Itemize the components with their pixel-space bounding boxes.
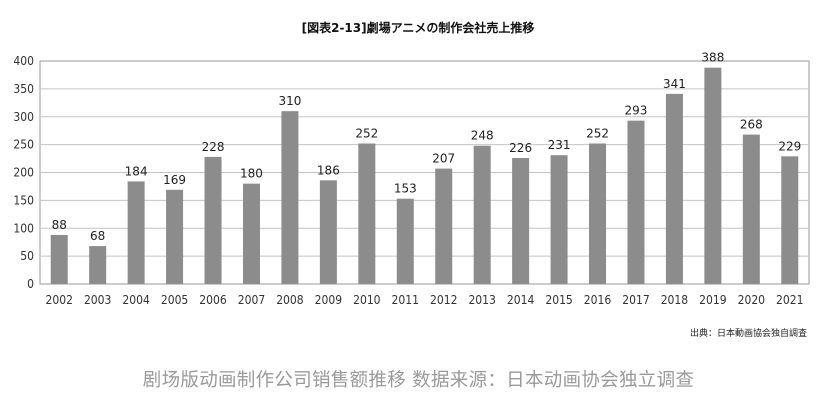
y-axis-ticks: 0 50 100 150 200 250 300 350 400 (13, 54, 34, 291)
bars (50, 67, 799, 284)
x-tick-label: 2021 (776, 293, 803, 307)
data-label: 252 (355, 127, 378, 141)
data-label: 180 (240, 167, 263, 181)
x-tick-label: 2014 (507, 293, 535, 307)
x-tick-label: 2008 (276, 293, 304, 307)
value-labels: 88 68 184 169 228 180 310 186 252 153 207 248 226 231… (52, 51, 802, 243)
x-tick-label: 2019 (699, 293, 727, 307)
source-note: 出典：日本動画協会独自調査 (690, 327, 807, 339)
x-tick-label: 2006 (199, 293, 227, 307)
bar (396, 198, 414, 284)
data-label: 226 (509, 141, 532, 155)
x-tick-label: 2012 (430, 293, 457, 307)
bar (242, 183, 260, 284)
x-tick-label: 2015 (545, 293, 572, 307)
x-axis-ticks: 2002 2003 2004 2005 2006 2007 2008 2009 2010 2011… (45, 293, 803, 307)
bar (435, 168, 453, 284)
x-tick-label: 2020 (738, 293, 766, 307)
bar (704, 67, 722, 284)
y-tick-label: 400 (13, 54, 34, 68)
bar (550, 155, 568, 284)
bar (127, 181, 145, 284)
chart-figure: [図表2-13]劇場アニメの制作会社売上推移 0 50 100 150 200 250 30… (13, 20, 810, 339)
bar (781, 156, 799, 284)
bar (204, 156, 222, 284)
bar (589, 143, 607, 284)
data-label: 228 (202, 140, 225, 154)
y-tick-label: 50 (20, 249, 34, 263)
bar-chart: [図表2-13]劇場アニメの制作会社売上推移 0 50 100 150 200 250 30… (13, 20, 810, 339)
data-label: 229 (778, 139, 801, 153)
x-tick-label: 2011 (392, 293, 419, 307)
x-tick-label: 2017 (622, 293, 649, 307)
bar (281, 111, 299, 284)
data-label: 88 (52, 218, 67, 232)
data-label: 388 (701, 51, 724, 65)
y-tick-label: 150 (13, 193, 34, 207)
bar (627, 120, 645, 284)
bar (512, 158, 530, 284)
gridlines (40, 88, 809, 257)
data-label: 68 (90, 229, 105, 243)
data-label: 153 (394, 182, 417, 196)
x-tick-label: 2018 (661, 293, 689, 307)
bar (319, 180, 337, 284)
bar (473, 145, 491, 284)
x-tick-label: 2013 (468, 293, 495, 307)
data-label: 231 (548, 138, 571, 152)
data-label: 169 (163, 173, 186, 187)
bar (166, 189, 184, 284)
bar (742, 134, 760, 284)
y-tick-label: 300 (13, 110, 34, 124)
data-label: 310 (278, 94, 301, 108)
x-tick-label: 2005 (161, 293, 188, 307)
bar (665, 93, 683, 284)
data-label: 252 (586, 127, 609, 141)
x-tick-label: 2002 (45, 293, 72, 307)
bar (89, 246, 107, 284)
chart-title: [図表2-13]劇場アニメの制作会社売上推移 (302, 20, 535, 35)
y-tick-label: 350 (13, 82, 34, 96)
y-tick-label: 250 (13, 138, 34, 152)
data-label: 248 (471, 129, 494, 143)
y-tick-label: 100 (13, 221, 34, 235)
data-label: 293 (625, 104, 648, 118)
bar (358, 143, 376, 284)
bar (50, 234, 68, 284)
data-label: 268 (740, 118, 763, 132)
x-tick-label: 2009 (315, 293, 343, 307)
data-label: 207 (432, 152, 455, 166)
x-tick-label: 2016 (584, 293, 612, 307)
data-label: 341 (663, 77, 686, 91)
x-tick-label: 2004 (122, 293, 150, 307)
caption: 剧场版动画制作公司销售额推移 数据来源：日本动画协会独立调查 (142, 370, 695, 391)
y-tick-label: 200 (13, 166, 34, 180)
data-label: 186 (317, 163, 340, 177)
data-label: 184 (125, 164, 148, 178)
x-tick-label: 2010 (353, 293, 381, 307)
x-tick-label: 2003 (84, 293, 111, 307)
y-tick-label: 0 (27, 277, 34, 291)
x-tick-label: 2007 (238, 293, 265, 307)
